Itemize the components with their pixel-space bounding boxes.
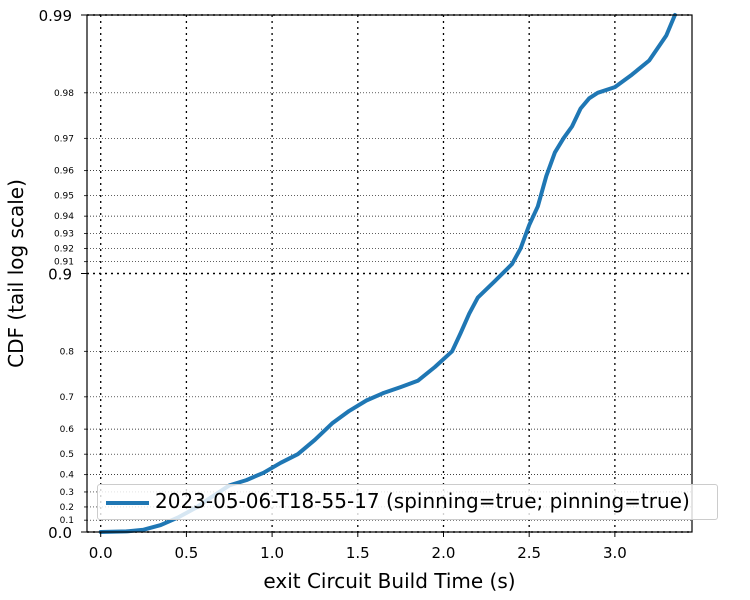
tick-labels: 0.0 0.5 1.0 1.5 2.0 2.5 3.0 0.1 0.2 0.3 0.4 0.5 0.6 0… — [39, 7, 627, 562]
legend: 2023-05-06-T18-55-17 (spinning=true; pin… — [97, 484, 718, 520]
y-minor-tick-label: 0.97 — [54, 134, 74, 144]
y-minor-tick-label: 0.91 — [54, 258, 74, 268]
x-tick-label: 3.0 — [603, 544, 627, 562]
x-tick-label: 0.5 — [174, 544, 198, 562]
y-minor-tick-label: 0.2 — [60, 503, 74, 513]
y-minor-tick-label: 0.1 — [60, 516, 74, 526]
y-major-tick-label: 0.99 — [39, 7, 72, 25]
y-minor-tick-label: 0.98 — [54, 89, 74, 99]
x-tick-label: 2.5 — [517, 544, 541, 562]
y-minor-tick-label: 0.6 — [60, 425, 75, 435]
y-minor-tick-label: 0.3 — [60, 488, 74, 498]
y-minor-tick-label: 0.95 — [54, 192, 74, 202]
y-minor-tick-label: 0.8 — [60, 347, 75, 357]
y-minor-tick-label: 0.92 — [54, 244, 74, 254]
legend-label: 2023-05-06-T18-55-17 (spinning=true; pin… — [155, 489, 690, 513]
x-tick-label: 1.0 — [260, 544, 284, 562]
x-tick-label: 2.0 — [432, 544, 456, 562]
x-tick-label: 1.5 — [346, 544, 370, 562]
y-major-tick-label: 0.0 — [48, 524, 72, 542]
y-minor-tick-label: 0.94 — [54, 212, 74, 222]
x-axis-label: exit Circuit Build Time (s) — [263, 569, 515, 593]
legend-swatch — [106, 501, 149, 505]
y-minor-tick-label: 0.5 — [60, 450, 74, 460]
y-minor-tick-label: 0.96 — [54, 167, 74, 177]
y-minor-tick-label: 0.93 — [54, 229, 74, 239]
y-major-tick-label: 0.9 — [48, 266, 72, 284]
x-tick-label: 0.0 — [89, 544, 113, 562]
y-minor-tick-label: 0.4 — [60, 471, 75, 481]
y-axis-label: CDF (tail log scale) — [4, 179, 28, 368]
y-minor-tick-label: 0.7 — [60, 393, 74, 403]
